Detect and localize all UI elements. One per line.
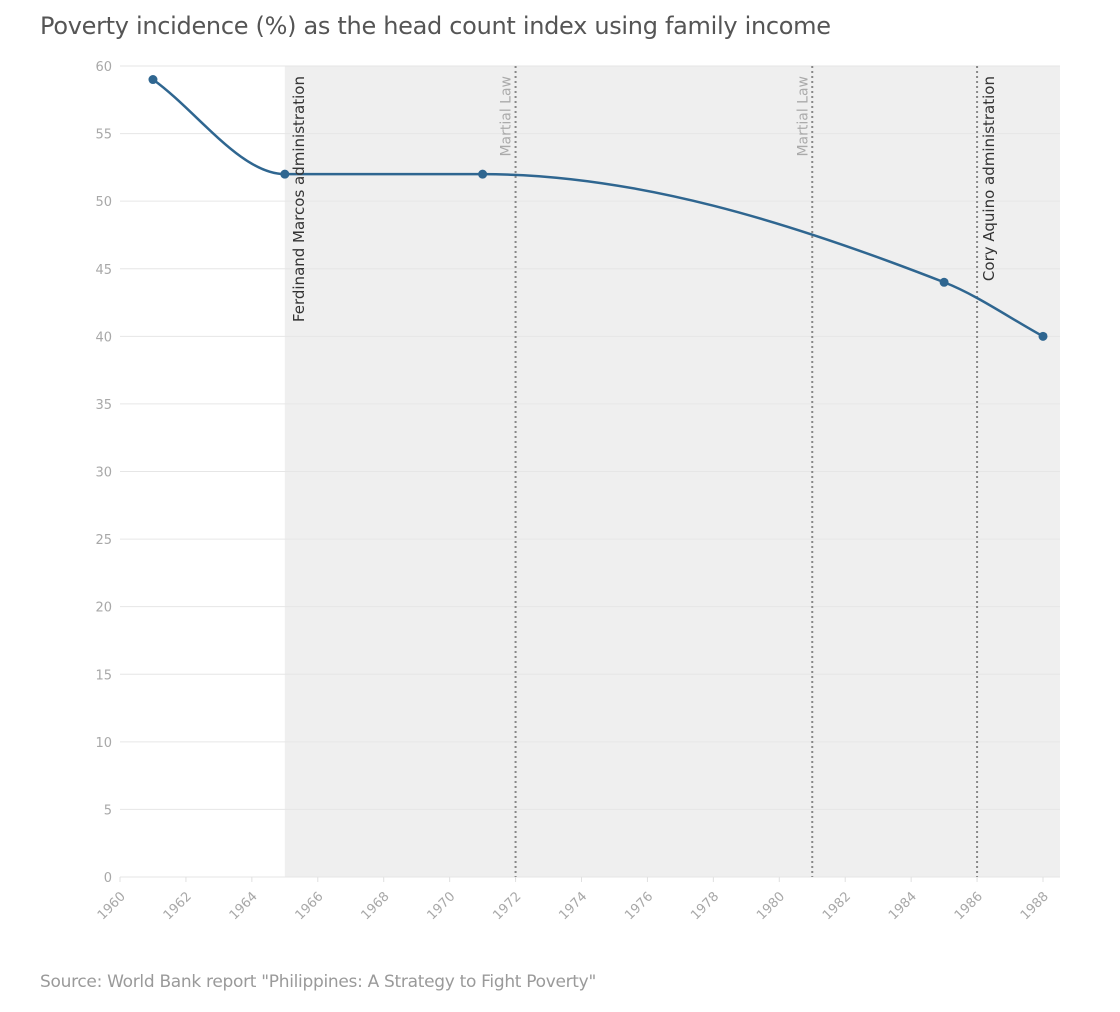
x-tick-label: 1972: [490, 889, 524, 923]
x-tick-label: 1964: [227, 889, 261, 923]
x-tick-label: 1960: [95, 889, 129, 923]
y-tick-label: 60: [95, 60, 112, 75]
data-point: [1038, 331, 1048, 341]
chart-title: Poverty incidence (%) as the head count …: [40, 12, 831, 40]
y-tick-label: 50: [95, 195, 112, 210]
data-point: [280, 169, 290, 179]
y-tick-label: 0: [104, 871, 112, 886]
x-tick-label: 1966: [293, 889, 327, 923]
x-tick-label: 1962: [161, 889, 195, 923]
x-tick-label: 1988: [1018, 889, 1052, 923]
x-tick-label: 1968: [359, 889, 393, 923]
x-tick-label: 1970: [424, 889, 458, 923]
y-tick-label: 20: [95, 601, 112, 616]
data-point: [939, 277, 949, 287]
x-tick-label: 1978: [688, 889, 722, 923]
data-point: [478, 169, 488, 179]
y-tick-label: 45: [95, 263, 112, 278]
x-tick-label: 1974: [556, 889, 590, 923]
y-tick-label: 30: [95, 466, 112, 481]
y-tick-label: 10: [95, 736, 112, 751]
chart-source: Source: World Bank report "Philippines: …: [40, 972, 596, 992]
y-tick-label: 35: [95, 398, 112, 413]
annotation-label: Cory Aquino administration: [980, 76, 998, 281]
x-tick-label: 1976: [622, 889, 656, 923]
x-tick-label: 1986: [952, 889, 986, 923]
x-tick-label: 1984: [886, 889, 920, 923]
y-tick-label: 15: [95, 668, 112, 683]
data-point: [148, 75, 158, 85]
y-tick-label: 5: [104, 803, 112, 818]
annotation-label: Martial Law: [499, 76, 515, 157]
band-label: Ferdinand Marcos administration: [290, 76, 308, 322]
y-tick-label: 40: [95, 330, 112, 345]
annotation-label: Martial Law: [795, 76, 811, 157]
y-tick-label: 55: [95, 128, 112, 143]
y-tick-label: 25: [95, 533, 112, 548]
x-tick-label: 1980: [754, 889, 788, 923]
x-tick-label: 1982: [820, 889, 854, 923]
